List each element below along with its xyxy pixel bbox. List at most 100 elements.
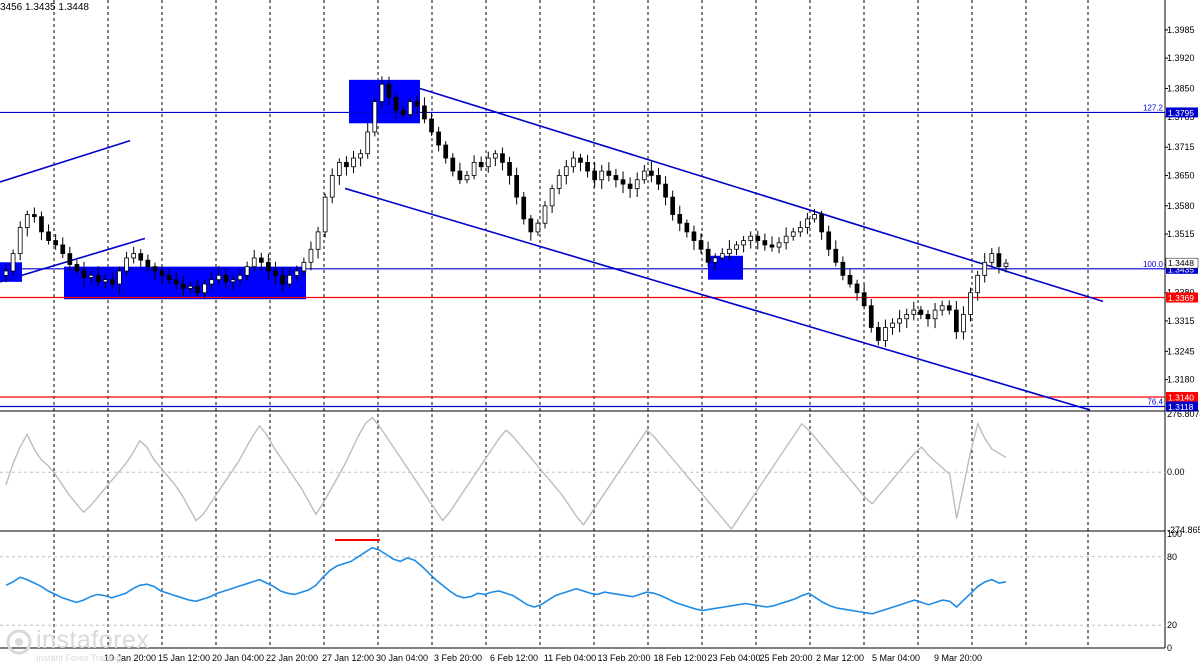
price-tick-label: 1.3650 [1167,170,1195,180]
time-label: 11 Feb 04:00 [544,653,596,663]
candle-body [152,266,158,272]
level-price-tag [1166,391,1198,402]
candle-body [634,179,640,189]
candle-body [244,266,250,276]
candle-body [223,274,229,283]
time-label: 15 Jan 12:00 [158,653,210,663]
price-tick-label: 1.3920 [1167,53,1195,63]
candle-body [571,157,576,168]
candle-body [46,231,51,241]
candle-body [776,242,782,248]
rsi-line [5,546,1007,615]
candle-body [613,175,619,181]
candle-body [393,96,399,111]
candle-body [180,283,186,289]
cci-tick-label: -274.8658 [1167,525,1200,535]
price-tick-label: 1.3580 [1167,201,1195,211]
candle-body [485,157,491,168]
candle-body [790,231,796,237]
candle-body [124,257,129,272]
candle-body [209,279,215,285]
level-price-label: 1.3435 [1168,264,1194,274]
rsi-tick-label: 0 [1167,643,1172,653]
price-tick-label: 1.3985 [1167,25,1195,35]
price-tick-label: 1.3245 [1167,346,1195,356]
candle-body [542,205,548,224]
candle-body [344,161,349,168]
candle-body [663,183,668,198]
time-label: 18 Feb 12:00 [653,653,706,663]
candle-body [273,270,278,276]
candle-body [698,240,704,250]
price-tick-label: 1.3850 [1167,84,1195,94]
cci-line [5,416,1007,531]
candle-body [230,279,236,283]
rsi-tick-label: 20 [1167,620,1177,630]
candle-body [819,214,824,233]
candle-body [514,175,519,198]
candle-body [620,179,626,185]
time-label: 9 Mar 20:00 [934,653,982,663]
candle-body [741,240,746,246]
current-price-label: 1.3448 [1168,258,1194,268]
time-label: 3 Feb 20:00 [434,653,482,663]
candle-body [32,214,37,218]
candle-body [329,175,335,198]
candle-body [237,274,243,281]
candle-body [946,305,952,311]
time-label: 10 Jan 20:00 [104,653,156,663]
candle-body [386,83,392,98]
rsi-tick-label: 80 [1167,552,1177,562]
candle-body [166,274,172,281]
candle-body [911,309,917,315]
time-label: 22 Jan 20:00 [266,653,318,663]
candle-body [883,327,888,341]
candle-body [138,253,144,261]
candle-body [556,175,562,189]
candle-body [379,83,385,102]
candle-body [748,235,754,241]
candle-body [429,118,434,133]
candle-body [932,309,938,320]
time-label: 6 Feb 12:00 [490,653,538,663]
candle-body [890,322,895,328]
logo-icon [6,629,32,655]
candle-body [783,235,789,244]
candle-body [145,259,151,268]
candle-body [847,274,853,285]
level-price-tag [1166,401,1198,412]
candle-body [74,264,80,272]
candle-body [414,101,420,107]
candle-body [996,253,1002,268]
price-tick-label: 1.3180 [1167,375,1195,385]
candle-body [670,196,676,215]
cci-tick-label: 0.00 [1167,467,1185,477]
time-label: 2 Mar 12:00 [816,653,864,663]
candle-body [656,175,661,185]
candle-body [719,253,725,259]
candle-body [10,253,16,272]
candle-body [585,161,590,172]
candle-body [649,170,654,176]
candle-body [188,285,193,289]
candle-body [407,101,413,116]
level-price-tag [1166,263,1198,274]
candle-body [478,161,484,168]
candle-body [53,240,58,246]
candle-body [769,244,775,248]
candle-body [251,257,257,268]
time-label: 5 Mar 04:00 [872,653,920,663]
time-label: 27 Jan 12:00 [322,653,374,663]
candle-body [563,166,569,176]
candle-body [684,222,690,233]
candle-body [507,161,512,176]
candle-body [677,214,683,224]
candle-body [521,196,527,220]
candle-body [117,270,122,285]
price-tick-label: 1.3715 [1167,142,1195,152]
candle-body [131,253,137,259]
candle-body [195,285,200,294]
candle-body [493,153,498,159]
time-label: 30 Jan 04:00 [376,653,428,663]
candle-body [436,131,441,146]
